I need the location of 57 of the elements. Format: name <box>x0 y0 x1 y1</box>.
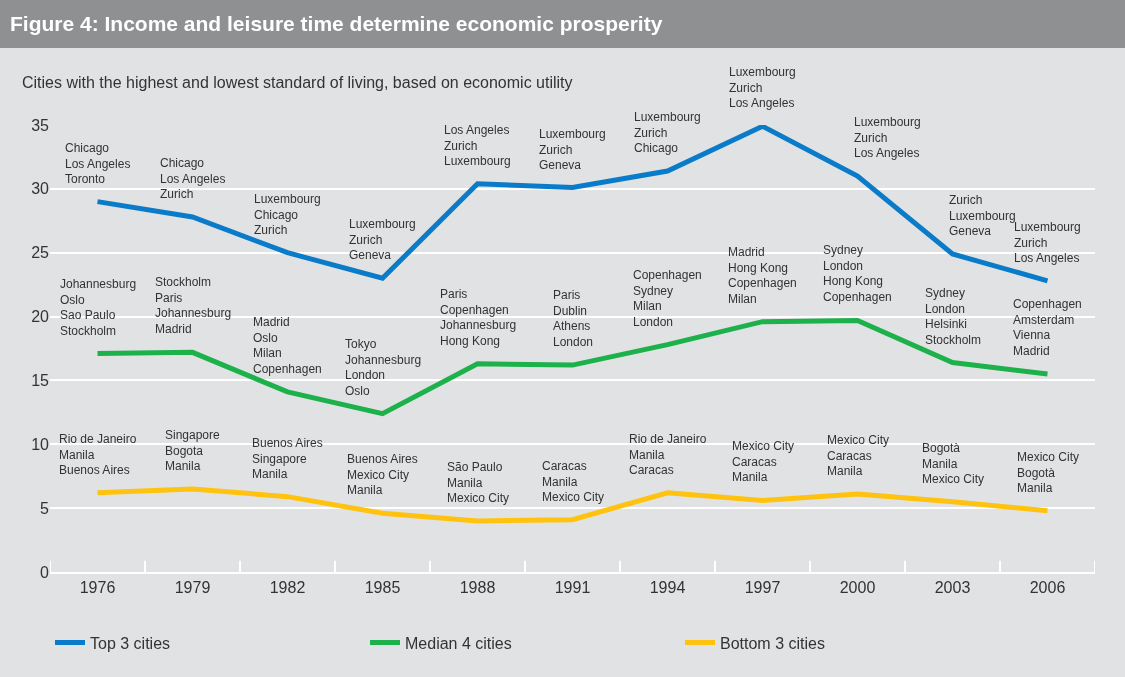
annotation: Copenhagen Sydney Milan London <box>633 268 702 329</box>
x-tick-label: 1976 <box>79 579 116 597</box>
x-tick-label: 1985 <box>364 579 401 597</box>
x-tick-label: 1994 <box>649 579 686 597</box>
annotation: Caracas Manila Mexico City <box>542 459 605 505</box>
annotation: Mexico City Bogotà Manila <box>1017 450 1080 496</box>
annotation: Rio de Janeiro Manila Buenos Aires <box>59 432 137 478</box>
annotation: Buenos Aires Singapore Manila <box>252 436 323 482</box>
x-tick-label: 2000 <box>839 579 876 597</box>
annotation: Chicago Los Angeles Toronto <box>65 141 131 187</box>
annotation: Zurich Luxembourg Geneva <box>949 193 1016 239</box>
annotation: Luxembourg Zurich Los Angeles <box>1014 220 1081 266</box>
x-tick-label: 1991 <box>554 579 591 597</box>
annotation: Stockholm Paris Johannesburg Madrid <box>155 275 232 336</box>
annotation: Copenhagen Amsterdam Vienna Madrid <box>1013 297 1082 358</box>
annotation: Rio de Janeiro Manila Caracas <box>629 432 707 478</box>
annotation: Luxembourg Zurich Geneva <box>539 127 606 173</box>
annotation: Tokyo Johannesburg London Oslo <box>345 337 422 398</box>
annotation: Luxembourg Zurich Los Angeles <box>854 115 921 161</box>
x-tick-label: 2006 <box>1029 579 1066 597</box>
x-tick-label: 2003 <box>934 579 971 597</box>
y-tick-label: 10 <box>31 435 50 453</box>
x-tick-label: 1982 <box>269 579 306 597</box>
annotation: Luxembourg Zurich Geneva <box>349 217 416 263</box>
y-tick-label: 15 <box>31 372 50 390</box>
y-tick-label: 0 <box>40 563 50 581</box>
annotation: Madrid Hong Kong Copenhagen Milan <box>728 245 797 306</box>
legend-label: Bottom 3 cities <box>720 634 825 652</box>
annotation: Sydney London Helsinki Stockholm <box>925 286 982 347</box>
legend-label: Median 4 cities <box>405 634 512 652</box>
y-tick-label: 30 <box>31 180 50 198</box>
chart-subtitle: Cities with the highest and lowest standard of living, based on economic utility <box>22 74 573 91</box>
annotation: Johannesburg Oslo Sao Paulo Stockholm <box>60 277 137 338</box>
legend-label: Top 3 cities <box>90 634 171 652</box>
x-tick-label: 1979 <box>174 579 211 597</box>
y-tick-label: 35 <box>31 116 50 134</box>
annotation: Sydney London Hong Kong Copenhagen <box>823 243 892 304</box>
annotation: Singapore Bogota Manila <box>165 428 221 474</box>
annotation: Chicago Los Angeles Zurich <box>160 156 226 202</box>
x-tick-label: 1997 <box>744 579 781 597</box>
y-tick-label: 20 <box>31 308 50 326</box>
annotation: Paris Dublin Athens London <box>553 288 594 349</box>
y-tick-label: 5 <box>40 499 50 517</box>
annotation: Luxembourg Zurich Los Angeles <box>729 65 796 111</box>
annotation: Mexico City Caracas Manila <box>732 439 795 485</box>
annotation: Los Angeles Zurich Luxembourg <box>444 123 511 169</box>
x-tick-label: 1988 <box>459 579 496 597</box>
annotation: Madrid Oslo Milan Copenhagen <box>253 315 322 376</box>
annotation: Bogotà Manila Mexico City <box>922 441 985 487</box>
annotation: Buenos Aires Mexico City Manila <box>347 452 418 498</box>
y-tick-label: 25 <box>31 244 50 262</box>
annotation: São Paulo Manila Mexico City <box>447 460 510 506</box>
annotation: Luxembourg Chicago Zurich <box>254 192 321 238</box>
annotation: Mexico City Caracas Manila <box>827 433 890 479</box>
annotation: Luxembourg Zurich Chicago <box>634 110 701 156</box>
annotation: Paris Copenhagen Johannesburg Hong Kong <box>440 287 517 348</box>
chart-title: Figure 4: Income and leisure time determine economic prosperity <box>10 12 663 36</box>
